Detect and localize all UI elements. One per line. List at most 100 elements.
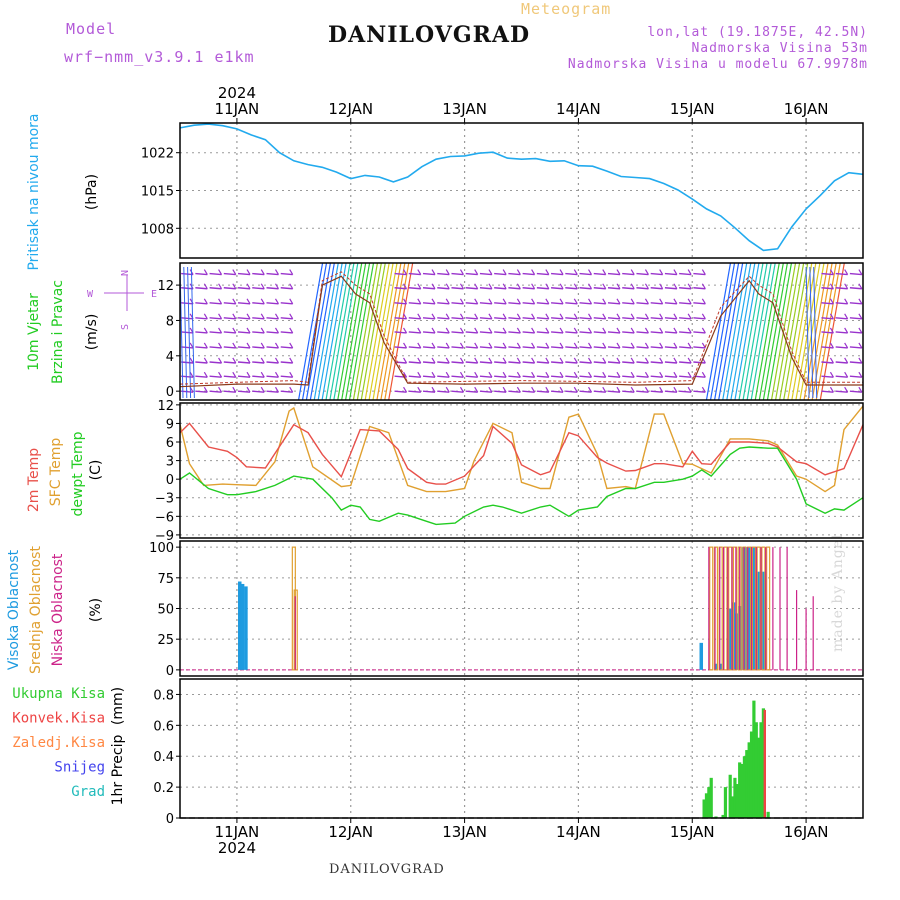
high-cloud-axis-title: Visoka Oblacnost bbox=[6, 549, 22, 670]
wind-barb bbox=[622, 361, 635, 364]
wind-barb-strong bbox=[364, 262, 390, 401]
model-name: wrf−nmm_v3.9.1 e1km bbox=[64, 48, 255, 66]
wind-barb bbox=[545, 269, 550, 275]
wind-barb bbox=[829, 342, 834, 349]
wind-barb bbox=[516, 371, 521, 378]
wind-barb bbox=[559, 357, 564, 364]
wind-barb bbox=[659, 269, 664, 275]
wind-barb bbox=[488, 283, 493, 290]
total-precip-bar bbox=[721, 814, 725, 818]
high-cloud-bar bbox=[699, 642, 704, 670]
wind-barb bbox=[536, 317, 549, 320]
year-label-bottom: 2024 bbox=[218, 839, 256, 857]
wind-barb bbox=[588, 342, 593, 349]
wind-barb bbox=[622, 375, 635, 378]
wind-barb bbox=[451, 317, 464, 320]
wind-barb bbox=[408, 287, 421, 290]
y-tick-label: 50 bbox=[157, 603, 174, 618]
low-cloud-bar bbox=[812, 596, 814, 670]
y-tick-label: 12 bbox=[157, 279, 174, 294]
wind-barb bbox=[246, 386, 251, 393]
x-tick-label-bottom: 11JAN bbox=[215, 823, 260, 841]
low-cloud-bar bbox=[795, 590, 798, 670]
y-tick-label: 0 bbox=[166, 473, 174, 488]
wind-barb bbox=[479, 361, 492, 364]
wind-barb bbox=[522, 390, 535, 393]
wind-barb bbox=[465, 361, 478, 364]
wind-barb bbox=[522, 272, 535, 276]
wind-barb bbox=[218, 313, 223, 320]
wind-barb bbox=[593, 361, 606, 364]
wind-barb bbox=[479, 346, 492, 349]
wind-barb bbox=[829, 269, 834, 275]
total-precip-bar bbox=[707, 787, 711, 818]
low-cloud-bar bbox=[294, 596, 296, 670]
wind-barb bbox=[195, 331, 208, 334]
wind-barb bbox=[223, 375, 236, 378]
wind-barb bbox=[664, 302, 677, 305]
wind-barb bbox=[545, 313, 550, 320]
y-tick-label: 12 bbox=[157, 399, 174, 414]
wind-barb bbox=[659, 327, 664, 334]
wind-barb bbox=[849, 361, 862, 364]
wind-barb bbox=[679, 390, 692, 393]
sfc-temp-line bbox=[179, 405, 864, 493]
wind-barb bbox=[650, 390, 663, 393]
wind-barb bbox=[408, 390, 421, 393]
wind-barb bbox=[650, 346, 663, 349]
wind-barb bbox=[664, 346, 677, 349]
wind-barb bbox=[246, 298, 251, 305]
wind-barb bbox=[431, 371, 436, 378]
wind-barb bbox=[437, 317, 450, 320]
wind-barb bbox=[289, 313, 294, 320]
wind-barb bbox=[237, 331, 251, 334]
wind-barb bbox=[522, 317, 535, 320]
wind-barb bbox=[508, 331, 521, 334]
wind-barb bbox=[536, 331, 549, 334]
wind-barb bbox=[630, 313, 635, 320]
wind-barb bbox=[593, 331, 606, 334]
wind-barb bbox=[488, 357, 493, 364]
wind-barb bbox=[636, 390, 649, 393]
wind-barb-strong bbox=[726, 262, 752, 401]
wind-barb bbox=[502, 357, 507, 364]
high-cloud-bar bbox=[238, 581, 242, 670]
high-cloud-bar bbox=[756, 571, 761, 670]
wind-barb bbox=[437, 287, 450, 290]
year-label-top: 2024 bbox=[218, 84, 256, 102]
wind-barb bbox=[579, 375, 592, 378]
wind-barb bbox=[565, 361, 578, 364]
wind-barb bbox=[474, 327, 479, 334]
wind-barb bbox=[673, 386, 678, 393]
wind-barb bbox=[465, 272, 478, 276]
wind-barb bbox=[636, 287, 649, 290]
wind-barb-strong bbox=[329, 262, 355, 401]
low-cloud-bar bbox=[739, 547, 741, 670]
wind-barb bbox=[266, 390, 279, 393]
wind-barb bbox=[602, 313, 607, 320]
wind-barb-strong bbox=[799, 262, 825, 401]
wind-barb bbox=[422, 272, 436, 276]
wind-barb bbox=[260, 283, 265, 290]
wind-barb bbox=[479, 375, 492, 378]
wind-barb bbox=[508, 272, 521, 276]
panel-frame bbox=[179, 402, 864, 539]
wind-barb bbox=[579, 390, 592, 393]
total-precip-bar bbox=[745, 750, 749, 818]
wind-barb bbox=[602, 371, 607, 378]
high-cloud-bar bbox=[714, 663, 718, 670]
wind-barb bbox=[508, 390, 521, 393]
wind-barb bbox=[488, 386, 493, 393]
wind-barb bbox=[644, 357, 649, 364]
wind-barb bbox=[844, 283, 849, 290]
wind-barb bbox=[551, 361, 564, 364]
wind-barb bbox=[622, 331, 635, 334]
wind-barb bbox=[209, 390, 222, 393]
total-precip-bar bbox=[735, 784, 739, 818]
wind-barb bbox=[237, 361, 251, 364]
wind-barb bbox=[237, 302, 251, 305]
wind-barb-strong bbox=[305, 262, 332, 401]
wind-barb bbox=[616, 386, 621, 393]
wind-barb bbox=[218, 386, 223, 393]
wind-barb bbox=[246, 269, 251, 275]
